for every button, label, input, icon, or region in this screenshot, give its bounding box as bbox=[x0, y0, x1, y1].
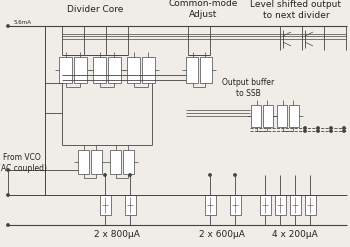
Bar bbox=[200, 57, 212, 83]
Bar bbox=[251, 105, 261, 127]
Bar bbox=[142, 57, 155, 83]
Circle shape bbox=[7, 25, 9, 27]
Bar bbox=[91, 150, 102, 174]
Text: From VCO
(AC coupled): From VCO (AC coupled) bbox=[0, 153, 47, 173]
Circle shape bbox=[209, 174, 211, 176]
Bar bbox=[260, 195, 271, 215]
Bar bbox=[74, 57, 87, 83]
Text: 4 x 200μA: 4 x 200μA bbox=[272, 229, 318, 239]
Bar bbox=[110, 150, 121, 174]
Circle shape bbox=[330, 127, 332, 129]
Bar bbox=[205, 195, 216, 215]
Bar bbox=[93, 57, 106, 83]
Bar bbox=[263, 105, 273, 127]
Bar bbox=[305, 195, 316, 215]
Text: Common-mode
Adjust: Common-mode Adjust bbox=[168, 0, 238, 19]
Text: Level shifted output
to next divider: Level shifted output to next divider bbox=[251, 0, 342, 20]
Circle shape bbox=[7, 224, 9, 226]
Bar bbox=[127, 57, 140, 83]
Circle shape bbox=[234, 174, 236, 176]
Circle shape bbox=[343, 130, 345, 132]
Circle shape bbox=[317, 130, 319, 132]
Circle shape bbox=[7, 194, 9, 196]
Text: 2 x 600μA: 2 x 600μA bbox=[199, 229, 245, 239]
Text: Output buffer
to SSB: Output buffer to SSB bbox=[222, 78, 274, 98]
Bar bbox=[123, 150, 134, 174]
Bar bbox=[100, 195, 111, 215]
Text: Divider Core: Divider Core bbox=[67, 5, 123, 15]
Bar bbox=[59, 57, 72, 83]
Bar bbox=[78, 150, 89, 174]
Circle shape bbox=[104, 174, 106, 176]
Bar bbox=[230, 195, 241, 215]
Bar bbox=[108, 57, 121, 83]
Bar bbox=[275, 195, 286, 215]
Circle shape bbox=[330, 130, 332, 132]
Circle shape bbox=[317, 127, 319, 129]
Text: 2 x 800μA: 2 x 800μA bbox=[94, 229, 140, 239]
Bar bbox=[277, 105, 287, 127]
Bar bbox=[125, 195, 136, 215]
Bar bbox=[186, 57, 198, 83]
Circle shape bbox=[7, 169, 9, 171]
Bar bbox=[290, 195, 301, 215]
Circle shape bbox=[343, 127, 345, 129]
Circle shape bbox=[304, 127, 306, 129]
Circle shape bbox=[304, 130, 306, 132]
Bar bbox=[289, 105, 299, 127]
Text: 5.6mA: 5.6mA bbox=[14, 21, 32, 25]
Circle shape bbox=[129, 174, 131, 176]
